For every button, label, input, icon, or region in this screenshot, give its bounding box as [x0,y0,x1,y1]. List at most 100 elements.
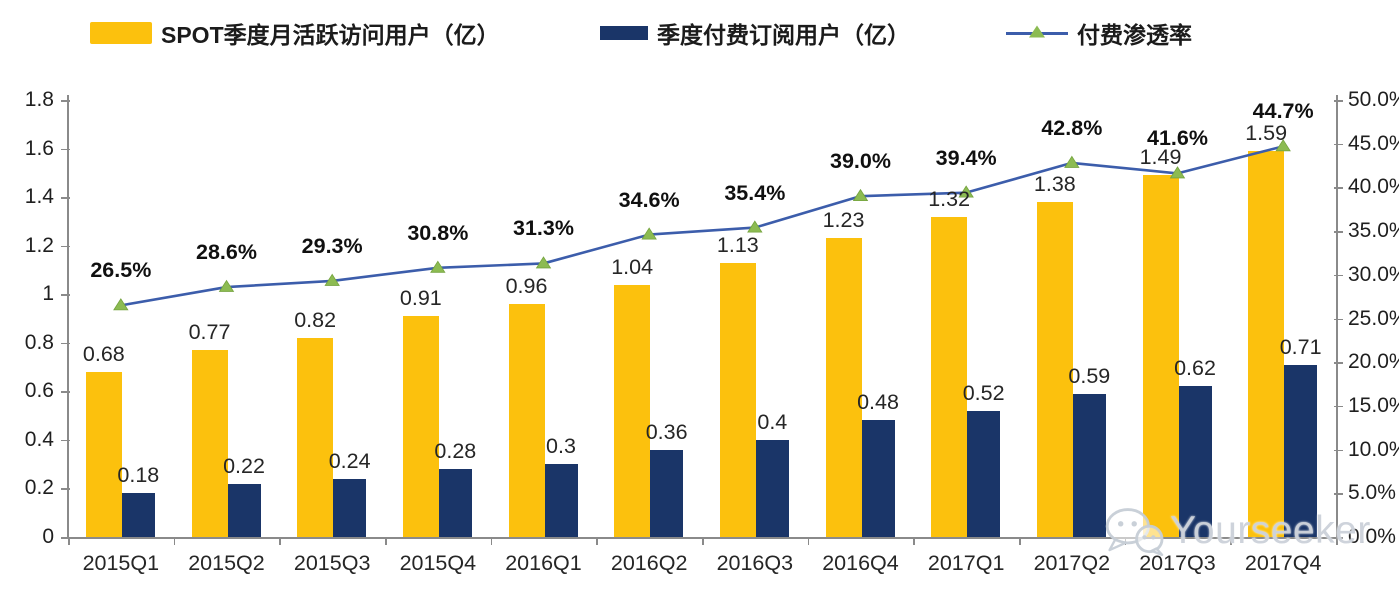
penetration-value-label: 29.3% [301,233,363,258]
legend-triangle-marker-icon [1029,25,1045,38]
subscriber-value-label: 0.3 [546,434,576,459]
right-axis-tick [1334,362,1343,364]
legend-label-subscribers: 季度付费订阅用户（亿） [657,22,910,48]
left-axis-tick [61,342,70,345]
subscriber-value-label: 0.52 [962,380,1005,405]
subscriber-bar [755,439,789,537]
watermark-text: Yourseeker [1170,509,1371,552]
right-axis-tick [1334,318,1343,320]
mau-bar [85,371,122,537]
penetration-value-label: 39.4% [935,145,997,170]
x-axis-label: 2015Q1 [82,551,160,575]
x-axis-label: 2017Q4 [1244,551,1322,575]
right-axis-tick-label: 20.0% [1348,350,1399,374]
left-axis-tick-label: 0 [42,525,54,548]
legend-swatch-subscribers [600,26,648,40]
right-axis-tick-label: 15.0% [1348,393,1399,417]
subscriber-value-label: 0.24 [328,448,371,473]
left-axis-tick-label: 1.6 [24,136,54,160]
mau-bar [614,284,651,537]
legend-item-subscribers: 季度付费订阅用户（亿） [600,18,910,48]
mau-value-label: 0.96 [505,273,548,298]
left-axis-tick [61,439,70,442]
penetration-value-label: 39.0% [830,149,891,174]
x-axis-label: 2015Q3 [293,551,371,575]
x-axis-tick [1230,537,1232,545]
penetration-value-label: 44.7% [1252,99,1314,124]
penetration-marker-icon [1064,155,1080,168]
left-axis-tick-label: 0.4 [24,427,54,451]
mau-value-label: 1.04 [611,254,654,279]
penetration-marker-icon [535,256,552,269]
mau-bar [825,238,862,537]
left-axis-tick [61,100,70,102]
left-axis-tick-label: 0.6 [24,379,54,403]
left-axis-tick [61,197,70,199]
subscriber-bar [333,478,367,537]
subscriber-value-label: 0.71 [1279,334,1322,359]
legend-item-penetration: 付费渗透率 [1006,18,1192,48]
x-axis-tick [702,537,704,545]
mau-bar [191,350,228,537]
x-axis-tick [279,537,281,545]
right-axis-tick [1334,493,1343,495]
right-axis-line [1336,95,1338,538]
mau-bar [931,216,968,537]
left-axis-tick-label: 0.8 [24,330,54,354]
left-axis-tick [61,537,70,539]
mau-value-label: 1.23 [822,208,865,233]
mau-value-label: 0.77 [188,320,231,345]
penetration-value-label: 30.8% [407,220,469,245]
penetration-value-label: 34.6% [618,187,680,212]
subscriber-bar [438,469,472,537]
subscriber-bar [1072,393,1106,537]
x-axis-tick [490,537,493,545]
left-axis-tick-label: 1.8 [24,88,54,111]
right-axis-tick-label: 40.0% [1348,175,1399,199]
subscriber-bar [1178,386,1212,537]
subscriber-bar [121,493,155,537]
x-axis-label: 2016Q1 [505,551,582,575]
x-axis-tick [807,537,810,545]
mau-bar [508,303,545,537]
subscriber-value-label: 0.4 [757,409,788,434]
legend-swatch-mau [90,22,152,44]
mau-value-label: 0.91 [399,286,442,311]
subscriber-value-label: 0.28 [434,439,477,464]
right-axis-tick-label: 50.0% [1348,88,1399,111]
left-axis-tick-label: 1.2 [24,233,54,257]
x-axis-tick [1336,537,1338,545]
subscriber-bar [1284,364,1318,537]
right-axis-tick-label: 45.0% [1348,131,1399,155]
left-axis-line [67,95,69,538]
mau-value-label: 1.38 [1033,171,1076,196]
x-axis-label: 2015Q2 [188,551,265,575]
left-axis-tick [61,294,70,296]
left-axis-tick [61,488,70,490]
right-axis-tick-label: 5.0% [1348,481,1396,505]
mau-value-label: 0.82 [294,307,337,332]
penetration-value-label: 41.6% [1147,126,1208,151]
x-axis-label: 2017Q3 [1139,551,1216,575]
subscriber-value-label: 0.48 [857,390,899,415]
penetration-marker-icon [641,227,657,240]
penetration-marker-icon [324,273,340,286]
legend-label-mau: SPOT季度月活跃访问用户（亿） [161,22,500,48]
subscriber-bar [227,483,261,537]
penetration-marker-icon [852,188,869,202]
x-axis-tick [385,537,387,545]
mau-value-label: 0.68 [82,341,125,366]
legend-swatch-penetration [1006,22,1068,44]
left-axis-tick-label: 1 [42,282,54,306]
penetration-marker-icon [113,298,129,311]
mau-bar [719,262,756,537]
x-axis-label: 2017Q1 [927,551,1005,575]
subscriber-bar [861,420,895,537]
mau-value-label: 1.13 [716,232,759,257]
penetration-marker-icon [747,220,763,233]
x-axis-label: 2016Q3 [716,551,794,575]
mau-value-label: 1.32 [928,186,971,211]
legend-item-mau: SPOT季度月活跃访问用户（亿） [90,18,500,48]
penetration-marker-icon [430,260,446,273]
